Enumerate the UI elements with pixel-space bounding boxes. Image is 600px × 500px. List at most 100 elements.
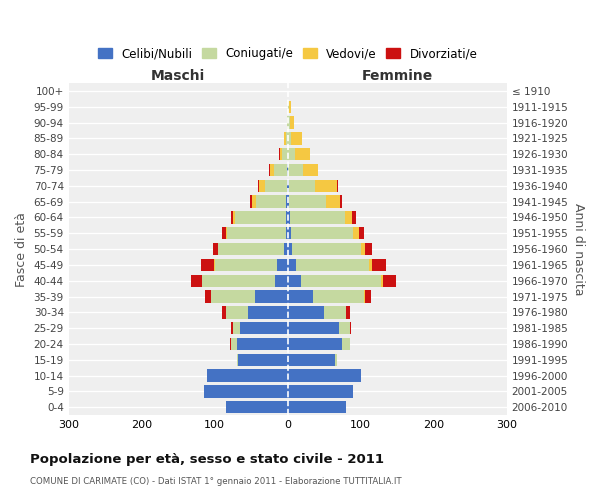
Bar (256, 196, 286, 208)
Bar (231, 338, 236, 350)
Bar (284, 132, 286, 144)
Bar (233, 212, 235, 224)
Bar (279, 148, 280, 160)
Bar (365, 290, 371, 302)
Bar (289, 164, 303, 176)
Bar (365, 243, 373, 255)
Bar (286, 212, 287, 224)
Bar (287, 385, 353, 398)
Bar (250, 196, 252, 208)
Bar (232, 322, 233, 334)
Bar (259, 180, 265, 192)
Bar (286, 227, 287, 239)
Y-axis label: Fasce di età: Fasce di età (15, 212, 28, 286)
Bar (340, 196, 343, 208)
Bar (213, 243, 218, 255)
Bar (277, 258, 287, 271)
Bar (274, 164, 287, 176)
Bar (222, 306, 226, 318)
Bar (287, 370, 361, 382)
Bar (337, 180, 338, 192)
Bar (383, 274, 396, 287)
Bar (326, 196, 340, 208)
Bar (230, 338, 231, 350)
Bar (361, 243, 365, 255)
Bar (204, 385, 287, 398)
Bar (324, 306, 346, 318)
Bar (290, 116, 293, 128)
Bar (222, 227, 226, 239)
Bar (208, 370, 287, 382)
Bar (215, 258, 277, 271)
Bar (280, 148, 282, 160)
Bar (286, 196, 287, 208)
Text: Maschi: Maschi (151, 69, 205, 83)
Bar (287, 212, 290, 224)
Bar (238, 354, 287, 366)
Bar (233, 322, 240, 334)
Bar (226, 306, 248, 318)
Bar (287, 243, 292, 255)
Bar (284, 243, 287, 255)
Bar (343, 338, 350, 350)
Bar (287, 180, 289, 192)
Bar (353, 227, 359, 239)
Bar (364, 290, 365, 302)
Bar (313, 290, 364, 302)
Bar (287, 164, 289, 176)
Bar (317, 164, 319, 176)
Bar (381, 274, 383, 287)
Bar (286, 132, 287, 144)
Bar (289, 196, 326, 208)
Text: COMUNE DI CARIMATE (CO) - Dati ISTAT 1° gennaio 2011 - Elaborazione TUTTITALIA.I: COMUNE DI CARIMATE (CO) - Dati ISTAT 1° … (30, 478, 401, 486)
Bar (231, 212, 233, 224)
Bar (359, 227, 364, 239)
Bar (287, 290, 313, 302)
Bar (214, 258, 215, 271)
Bar (287, 354, 335, 366)
Bar (315, 180, 337, 192)
Text: Popolazione per età, sesso e stato civile - 2011: Popolazione per età, sesso e stato civil… (30, 452, 384, 466)
Bar (265, 180, 287, 192)
Bar (287, 196, 289, 208)
Bar (296, 258, 370, 271)
Bar (226, 401, 287, 413)
Bar (236, 354, 238, 366)
Bar (287, 148, 295, 160)
Bar (287, 116, 290, 128)
Bar (255, 290, 287, 302)
Bar (270, 164, 274, 176)
Bar (301, 274, 381, 287)
Bar (287, 306, 324, 318)
Bar (282, 148, 287, 160)
Bar (287, 227, 290, 239)
Bar (335, 354, 337, 366)
Bar (303, 164, 317, 176)
Bar (287, 100, 289, 113)
Bar (287, 274, 301, 287)
Bar (290, 227, 353, 239)
Bar (287, 401, 346, 413)
Bar (352, 212, 356, 224)
Bar (211, 290, 255, 302)
Bar (258, 180, 259, 192)
Bar (290, 212, 344, 224)
Y-axis label: Anni di nascita: Anni di nascita (572, 203, 585, 296)
Bar (191, 274, 202, 287)
Bar (226, 227, 227, 239)
Bar (292, 132, 302, 144)
Bar (344, 212, 352, 224)
Bar (295, 148, 310, 160)
Bar (339, 322, 350, 334)
Text: Femmine: Femmine (362, 69, 433, 83)
Bar (252, 196, 256, 208)
Bar (248, 306, 287, 318)
Bar (289, 180, 315, 192)
Bar (292, 243, 361, 255)
Bar (371, 258, 386, 271)
Bar (236, 338, 287, 350)
Bar (287, 338, 343, 350)
Bar (287, 322, 339, 334)
Bar (350, 322, 351, 334)
Bar (240, 322, 287, 334)
